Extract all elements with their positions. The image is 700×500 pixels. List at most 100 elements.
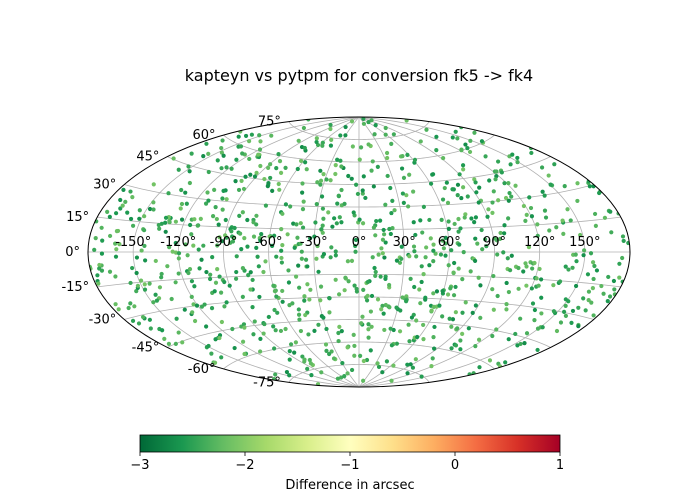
data-point <box>343 275 348 280</box>
data-point <box>136 321 142 326</box>
map-outline <box>87 116 631 388</box>
data-point <box>323 342 329 347</box>
data-point <box>446 226 451 231</box>
data-point <box>308 361 313 366</box>
data-point <box>270 188 275 193</box>
data-point <box>446 263 451 268</box>
latitude-tick-label: -15° <box>61 280 89 295</box>
data-point <box>212 289 217 294</box>
data-point <box>506 216 511 221</box>
data-point <box>337 215 342 220</box>
data-point <box>581 296 586 301</box>
data-point <box>529 150 534 156</box>
data-point <box>406 204 411 209</box>
data-point <box>351 332 356 337</box>
data-point <box>437 303 442 308</box>
data-point <box>251 234 257 239</box>
longitude-tick-label: -120° <box>160 235 196 250</box>
data-point <box>319 370 324 375</box>
data-point <box>431 335 436 340</box>
data-point <box>305 282 310 287</box>
data-point <box>420 230 425 235</box>
data-point <box>477 365 482 370</box>
data-point <box>371 184 376 189</box>
data-point <box>107 214 112 219</box>
data-point <box>412 284 417 290</box>
data-point <box>100 238 105 243</box>
data-point <box>214 216 219 222</box>
data-point <box>108 233 113 239</box>
data-point <box>210 255 215 260</box>
data-point <box>301 125 307 131</box>
data-point <box>251 332 256 337</box>
data-point <box>503 195 509 201</box>
data-point <box>258 349 263 354</box>
data-point <box>493 177 498 182</box>
data-point <box>336 338 341 344</box>
data-point <box>114 211 119 216</box>
data-point <box>373 269 378 275</box>
data-point <box>417 287 422 292</box>
data-point <box>286 280 292 285</box>
parallel-line <box>223 341 495 370</box>
data-point <box>563 303 568 308</box>
data-point <box>554 328 560 334</box>
data-point <box>206 343 211 349</box>
data-point <box>495 252 500 257</box>
data-point <box>266 314 271 320</box>
longitude-tick-label: 0° <box>352 235 367 250</box>
data-point <box>513 183 518 188</box>
data-point <box>411 220 416 225</box>
data-point <box>189 151 194 156</box>
data-point <box>189 279 195 284</box>
data-point <box>543 215 549 220</box>
data-point <box>548 182 553 187</box>
data-point <box>583 308 588 313</box>
data-point <box>99 251 105 256</box>
data-point <box>209 351 214 356</box>
data-point <box>349 176 354 181</box>
data-point <box>298 241 303 246</box>
data-point <box>539 295 544 300</box>
data-point <box>194 303 200 308</box>
data-point <box>576 305 581 310</box>
data-point <box>262 176 267 182</box>
data-point <box>588 251 594 256</box>
data-point <box>142 228 147 233</box>
data-point <box>394 305 399 310</box>
data-point <box>515 155 520 161</box>
data-point <box>472 220 477 225</box>
data-point <box>373 273 378 278</box>
data-point <box>254 213 259 218</box>
data-point <box>192 217 197 222</box>
data-point <box>434 289 440 294</box>
data-point <box>318 182 323 187</box>
data-point <box>248 172 253 177</box>
data-point <box>516 265 521 271</box>
data-point <box>343 133 348 138</box>
data-point <box>154 298 160 303</box>
latitude-tick-label: -75° <box>253 375 281 390</box>
data-point <box>407 172 412 177</box>
data-point <box>361 378 366 383</box>
data-point <box>204 324 209 329</box>
data-point <box>314 139 319 145</box>
data-point <box>466 326 471 331</box>
data-point <box>296 312 302 317</box>
data-point <box>389 378 394 383</box>
data-point <box>159 275 164 280</box>
data-point <box>157 226 162 231</box>
data-point <box>223 233 228 238</box>
data-point <box>400 154 405 159</box>
data-point <box>169 296 174 302</box>
data-point <box>123 199 128 204</box>
data-point <box>246 139 252 144</box>
data-point <box>431 242 436 247</box>
data-point <box>368 348 373 353</box>
data-point <box>151 207 156 212</box>
data-point <box>410 365 416 370</box>
data-point <box>419 279 424 285</box>
data-point <box>96 281 101 286</box>
data-point <box>456 229 461 234</box>
data-point <box>440 238 445 243</box>
